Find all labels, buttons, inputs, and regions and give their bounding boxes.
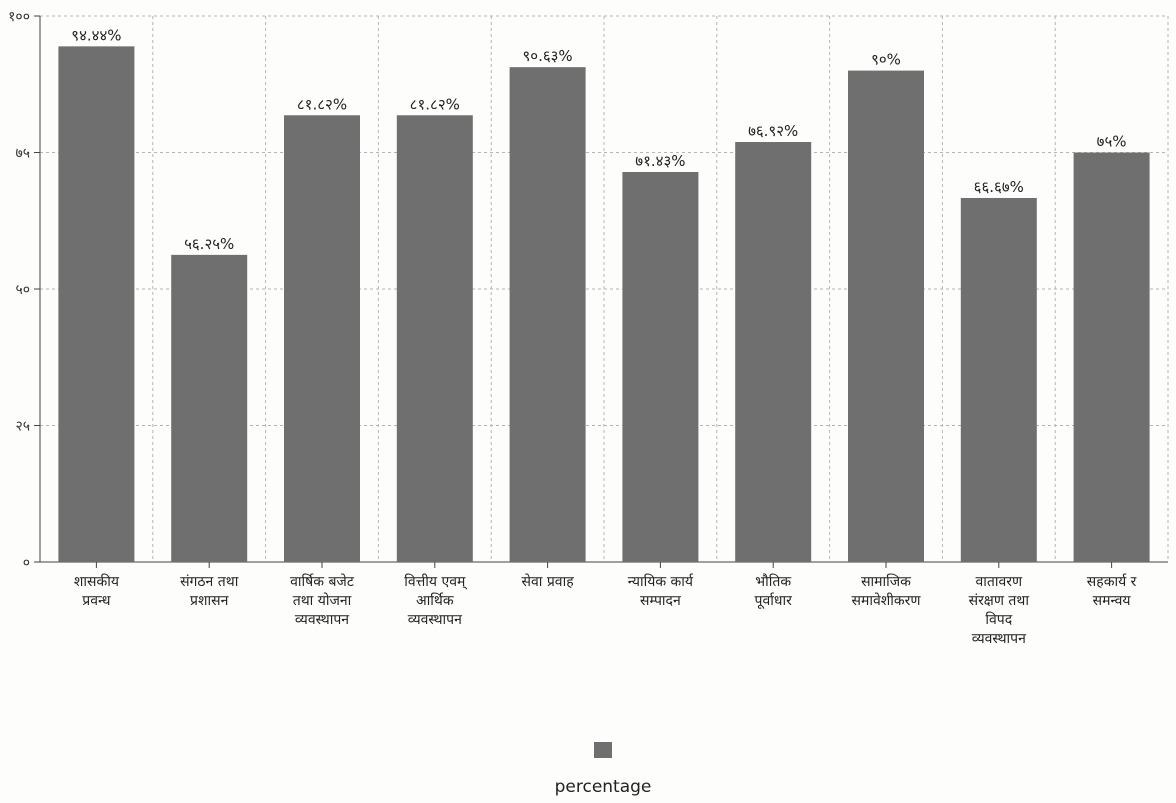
bar xyxy=(960,197,1037,562)
bar xyxy=(509,67,586,562)
data-label: ७५% xyxy=(1097,133,1127,151)
x-tick-label: समावेशीकरण xyxy=(852,592,922,609)
data-labels: ९४.४४% ५६.२५% ८१.८२% ८१.८२% ९०.६३% ७१.४३% ७६.९… xyxy=(71,26,1126,253)
x-tick-label: विपद xyxy=(985,611,1012,628)
x-tick-label: व्यवस्थापन xyxy=(408,612,462,628)
x-tick-label: सामाजिक xyxy=(861,573,911,590)
bar xyxy=(1073,152,1150,562)
bar xyxy=(284,115,360,562)
x-tick-label: वातावरण xyxy=(975,574,1023,590)
y-axis: ० २५ ५० ७५ १०० xyxy=(8,9,41,571)
x-tick-label: प्रवन्ध xyxy=(82,593,111,609)
data-label: ७६.९२% xyxy=(748,122,798,140)
bar xyxy=(171,254,248,562)
x-tick-label: सेवा प्रवाह xyxy=(522,573,575,590)
bar xyxy=(735,142,812,563)
data-label: ७१.४३% xyxy=(635,152,685,170)
legend: percentage xyxy=(555,742,652,797)
y-tick-label: ५० xyxy=(15,282,30,298)
x-tick-label: संरक्षण तथा xyxy=(969,593,1030,609)
x-tick-label: पूर्वाधार xyxy=(755,592,793,609)
x-tick-label: व्यवस्थापन xyxy=(295,612,349,628)
x-tick-label: सम्पादन xyxy=(640,593,681,609)
data-label: ९४.४४% xyxy=(71,26,121,44)
data-label: ९०% xyxy=(871,51,901,69)
bars xyxy=(58,46,1150,563)
x-tick-label: समन्वय xyxy=(1093,593,1132,609)
x-tick-label: संगठन तथा xyxy=(180,574,239,590)
legend-label: percentage xyxy=(555,777,652,797)
category-labels: शासकीय प्रवन्ध संगठन तथा प्रशासन वार्षिक बजे… xyxy=(74,573,1137,647)
y-tick-label: २५ xyxy=(15,419,30,435)
x-tick-label: वार्षिक बजेट xyxy=(290,573,355,590)
x-tick-label: सहकार्य र xyxy=(1087,573,1137,590)
bar xyxy=(396,115,473,562)
data-label: ९०.६३% xyxy=(522,47,572,65)
x-tick-label: वित्तीय एवम् xyxy=(404,573,467,590)
data-label: ८१.८२% xyxy=(297,95,347,113)
bar xyxy=(622,171,699,563)
x-tick-label: तथा योजना xyxy=(293,592,352,609)
x-axis xyxy=(40,561,1168,568)
bar xyxy=(58,46,135,562)
x-tick-label: प्रशासन xyxy=(190,593,229,609)
y-tick-label: ७५ xyxy=(15,146,30,162)
y-tick-label: १०० xyxy=(8,9,30,25)
data-label: ५६.२५% xyxy=(184,235,234,253)
y-tick-label: ० xyxy=(23,555,30,571)
x-tick-label: भौतिक xyxy=(755,573,791,590)
x-tick-label: न्यायिक कार्य xyxy=(628,573,694,590)
x-tick-label: आर्थिक xyxy=(416,592,454,609)
x-tick-label: शासकीय xyxy=(74,573,120,590)
data-label: ६६.६७% xyxy=(974,178,1024,196)
x-tick-label: व्यवस्थापन xyxy=(972,631,1026,647)
bar xyxy=(848,70,924,562)
data-label: ८१.८२% xyxy=(410,95,460,113)
legend-swatch xyxy=(594,742,612,758)
